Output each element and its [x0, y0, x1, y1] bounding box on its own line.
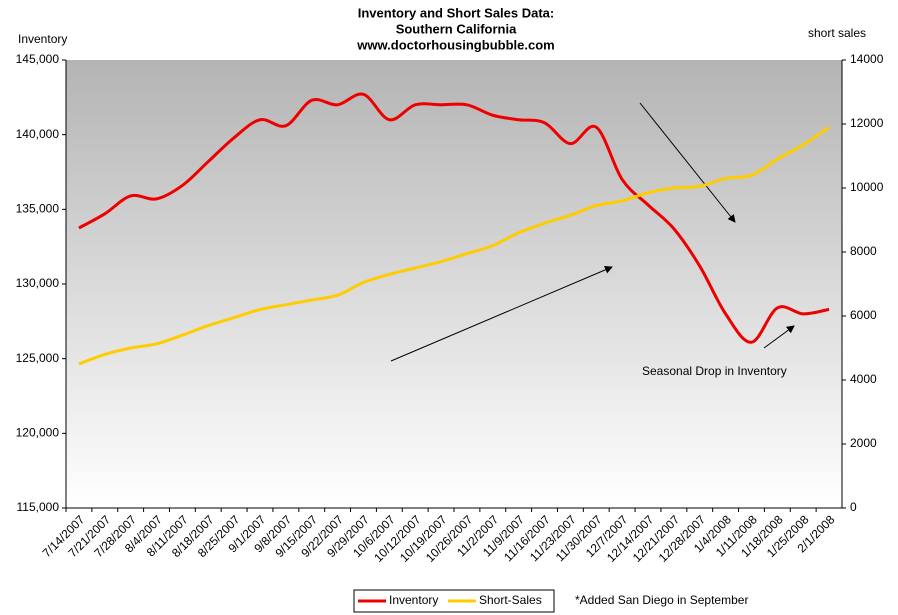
y2-tick-label: 12000 — [850, 116, 884, 130]
y-tick-label: 125,000 — [16, 351, 60, 365]
footnote: *Added San Diego in September — [575, 593, 748, 607]
y2-tick-label: 4000 — [850, 372, 877, 386]
y-tick-label: 145,000 — [16, 52, 60, 66]
annotation: Seasonal Drop in Inventory — [642, 364, 787, 378]
y-axis-label: Inventory — [18, 32, 67, 46]
arrow — [390, 266, 613, 362]
y2-tick-label: 8000 — [850, 244, 877, 258]
y2-tick-label: 6000 — [850, 308, 877, 322]
y2-axis-label: short sales — [808, 26, 866, 40]
arrow — [639, 102, 736, 223]
y2-tick-label: 2000 — [850, 436, 877, 450]
y2-tick-label: 14000 — [850, 52, 884, 66]
legend-label: Short-Sales — [479, 593, 542, 607]
plot-area — [66, 60, 842, 508]
y-tick-label: 115,000 — [17, 500, 60, 514]
y2-tick-label: 10000 — [850, 180, 884, 194]
arrow — [763, 325, 795, 349]
legend-label: Inventory — [389, 593, 438, 607]
line-series — [78, 92, 830, 344]
y-tick-label: 140,000 — [16, 127, 60, 141]
chart-title: Inventory and Short Sales Data: — [358, 5, 555, 20]
y-tick-label: 120,000 — [16, 426, 60, 440]
y-tick-label: 135,000 — [16, 202, 60, 216]
chart-title: www.doctorhousingbubble.com — [356, 37, 554, 52]
y-tick-label: 130,000 — [16, 276, 60, 290]
chart-title: Southern California — [396, 21, 517, 36]
line-series — [78, 125, 830, 366]
y2-tick-label: 0 — [850, 500, 857, 514]
